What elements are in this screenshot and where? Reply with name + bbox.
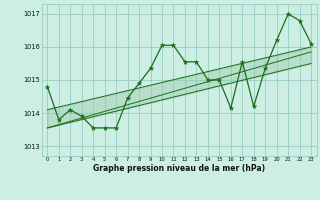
- X-axis label: Graphe pression niveau de la mer (hPa): Graphe pression niveau de la mer (hPa): [93, 164, 265, 173]
